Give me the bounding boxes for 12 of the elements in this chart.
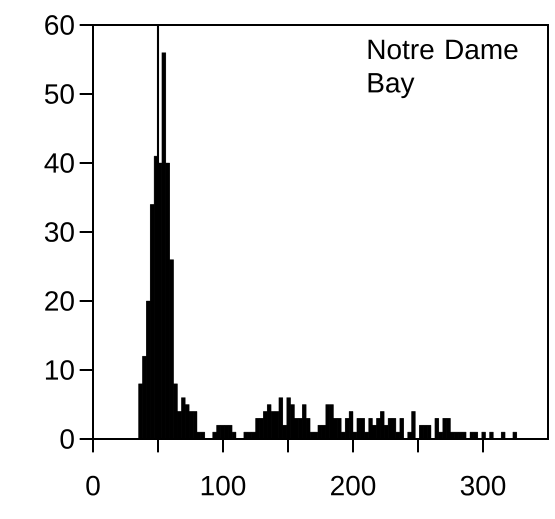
y-tick-label: 30 bbox=[44, 222, 74, 242]
x-tick-label: 300 bbox=[460, 476, 506, 496]
y-tick-label: 20 bbox=[45, 291, 74, 311]
x-tick-label: 0 bbox=[86, 476, 100, 496]
y-tick-label: 40 bbox=[44, 153, 74, 173]
x-tick-label: 100 bbox=[202, 476, 246, 496]
y-tick-label: 60 bbox=[45, 15, 74, 35]
y-tick-label: 10 bbox=[46, 360, 74, 380]
x-tick-label: 200 bbox=[331, 476, 376, 496]
annotation: Notre Dame Bay bbox=[368, 40, 518, 98]
y-tick-label: 50 bbox=[44, 84, 74, 104]
y-tick-label: 0 bbox=[60, 429, 74, 449]
